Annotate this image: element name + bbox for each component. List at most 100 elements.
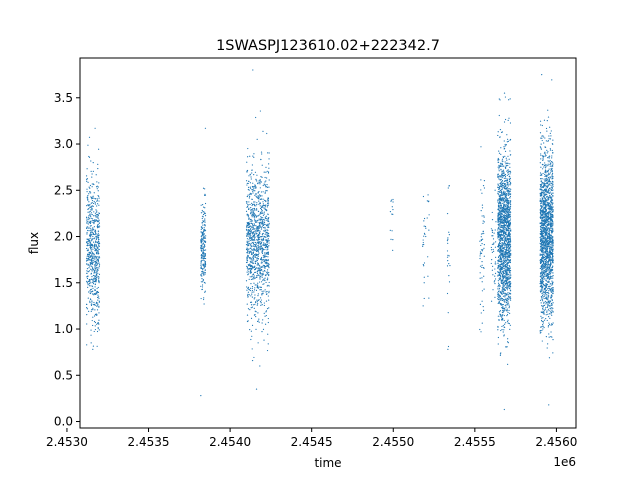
data-point [498, 268, 500, 270]
data-point [540, 184, 542, 186]
data-point [203, 258, 205, 260]
data-point [266, 259, 268, 261]
data-point [508, 265, 511, 267]
data-point [261, 233, 263, 236]
data-point [249, 329, 251, 331]
data-point [262, 224, 265, 227]
data-point [503, 221, 505, 223]
data-point [547, 116, 550, 118]
data-point [203, 267, 205, 269]
data-point [98, 182, 100, 184]
data-point [247, 244, 249, 246]
data-point [263, 283, 265, 285]
data-point [541, 268, 543, 271]
data-point [479, 240, 481, 242]
data-point [262, 283, 264, 285]
data-point [258, 227, 260, 229]
data-point [548, 255, 550, 257]
data-point [501, 328, 503, 331]
data-point [509, 249, 511, 251]
data-point [498, 168, 500, 170]
data-point [86, 314, 88, 316]
data-point [257, 251, 259, 253]
data-point [254, 194, 256, 196]
data-point [502, 309, 504, 312]
data-point [548, 157, 550, 159]
data-point [265, 219, 267, 221]
data-point [505, 215, 507, 217]
data-point [91, 229, 93, 231]
data-point [509, 190, 511, 192]
data-point [539, 208, 541, 211]
data-point [95, 276, 97, 278]
data-point [501, 292, 503, 294]
data-point [499, 257, 501, 260]
data-point [552, 139, 554, 141]
data-point [504, 259, 507, 261]
data-point [544, 194, 546, 196]
data-point [201, 232, 203, 234]
data-point [203, 229, 205, 231]
data-point [551, 169, 553, 171]
data-point [497, 161, 499, 163]
data-point [257, 303, 259, 305]
data-point [92, 232, 95, 235]
data-point [248, 242, 250, 245]
data-point [254, 209, 256, 211]
data-point [501, 220, 503, 222]
data-point [98, 280, 100, 282]
data-point [265, 244, 268, 246]
data-point [547, 262, 549, 264]
data-point [95, 256, 97, 258]
data-point [548, 259, 550, 261]
data-point [480, 233, 483, 235]
data-point [507, 184, 509, 186]
data-point [499, 297, 501, 299]
data-point [253, 223, 255, 225]
data-point [541, 174, 543, 176]
data-point [248, 237, 251, 239]
data-point [86, 222, 88, 224]
data-point [482, 230, 484, 232]
data-point [504, 288, 506, 291]
data-point [254, 190, 256, 192]
data-point [248, 175, 250, 177]
data-point [259, 202, 261, 204]
data-point [92, 309, 94, 311]
data-point [509, 246, 511, 248]
data-point [200, 248, 202, 250]
data-point [499, 211, 501, 214]
data-point [260, 286, 262, 288]
data-point [507, 322, 509, 324]
data-point [549, 132, 551, 134]
data-point [250, 250, 252, 252]
data-point [506, 308, 508, 310]
data-point [499, 218, 501, 220]
data-point [258, 200, 260, 202]
data-point [480, 146, 482, 148]
data-point [422, 241, 424, 244]
data-point [97, 190, 99, 192]
data-point [253, 277, 255, 279]
data-point [88, 215, 90, 217]
data-point [96, 323, 98, 325]
data-point [502, 200, 504, 202]
data-point [502, 281, 504, 283]
data-point [506, 289, 508, 291]
data-point [497, 290, 500, 293]
data-point [93, 241, 95, 243]
data-point [499, 240, 502, 242]
data-point [87, 249, 89, 251]
data-point [500, 165, 502, 167]
data-point [200, 235, 203, 237]
data-point [86, 238, 88, 240]
data-point [259, 278, 261, 280]
data-point [86, 191, 88, 193]
data-point [245, 180, 248, 182]
data-point [87, 255, 90, 258]
data-point [547, 294, 549, 296]
data-point [264, 226, 266, 228]
data-point [541, 329, 543, 332]
data-point [483, 244, 485, 246]
data-point [506, 304, 509, 306]
